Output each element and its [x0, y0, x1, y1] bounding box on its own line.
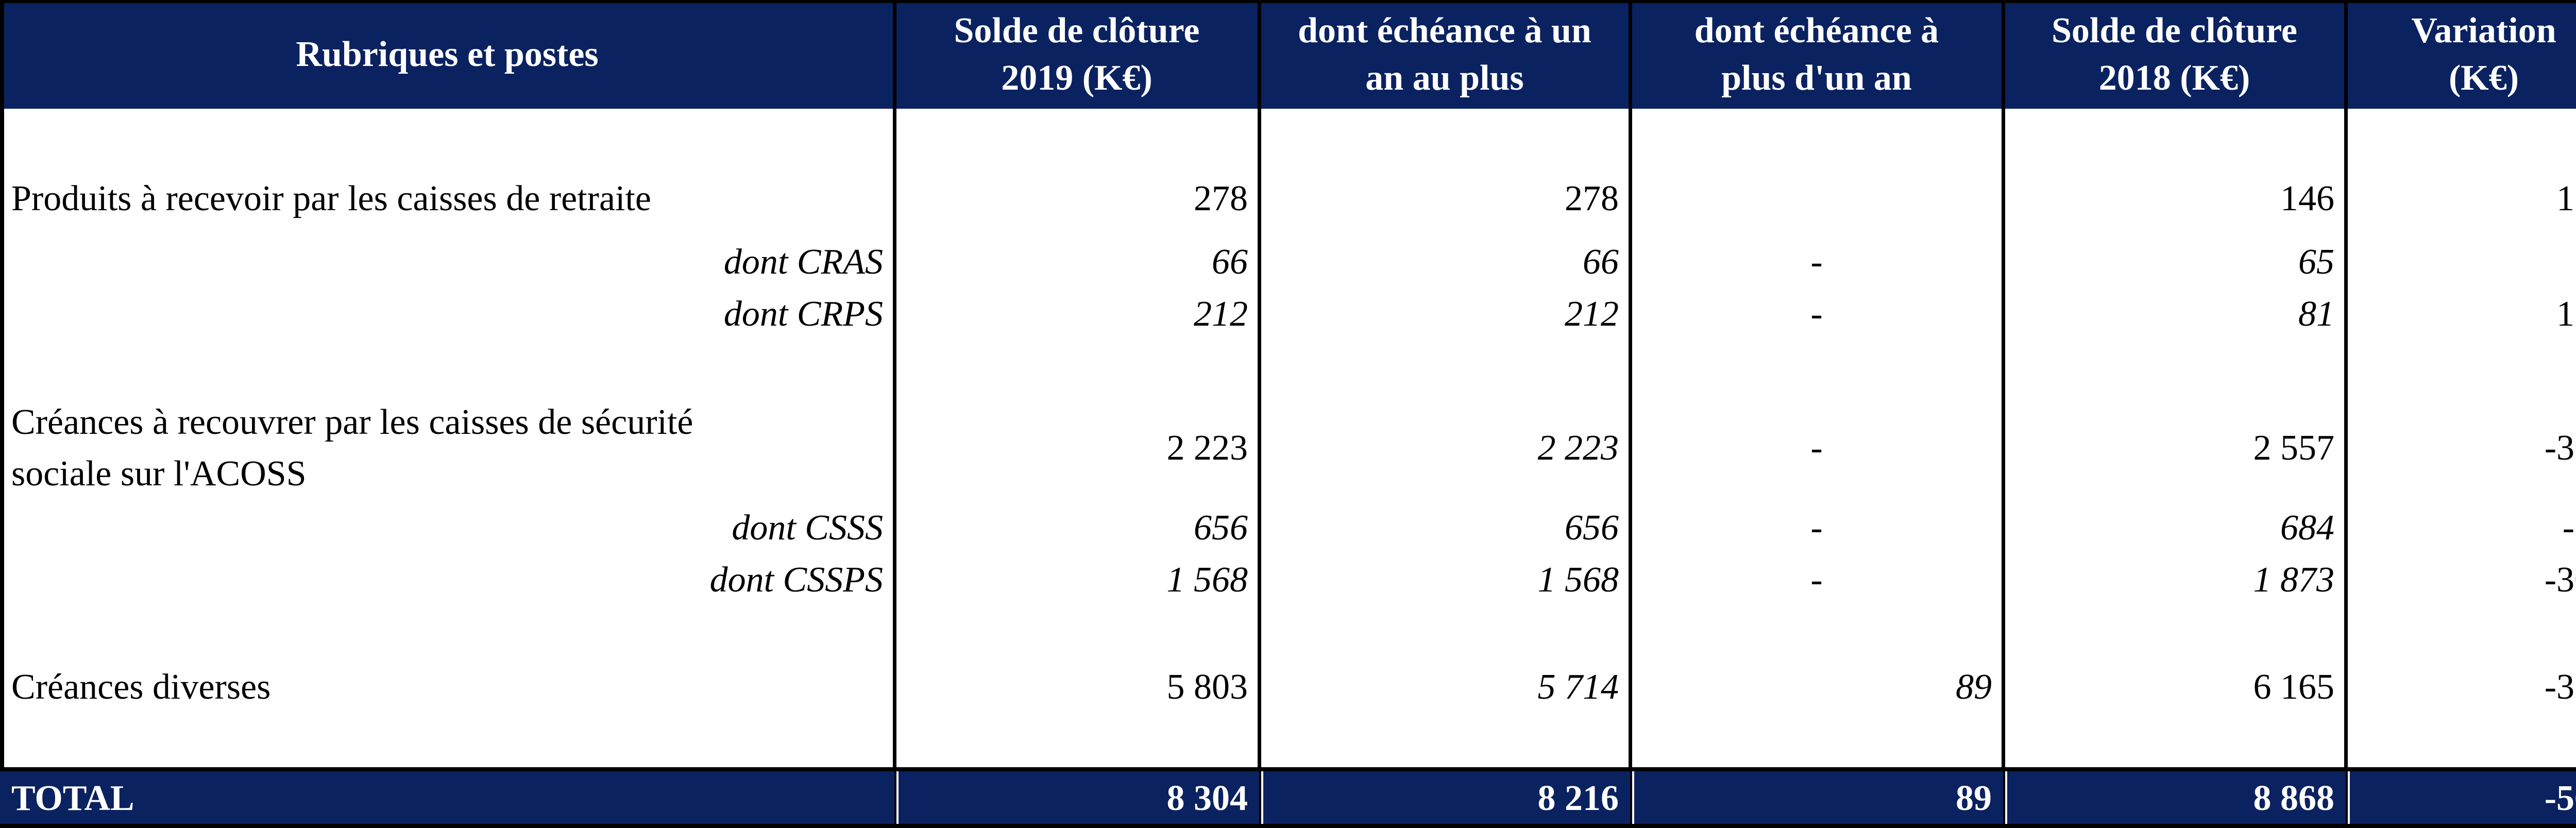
value-cell: 2 223 [1537, 428, 1619, 468]
value-cell: 66 [1212, 242, 1248, 282]
value-cell: 6 165 [2253, 667, 2335, 707]
total-value: 89 [1634, 769, 2003, 824]
value-cell: - [1810, 242, 1823, 282]
total-value: 8 304 [899, 769, 1259, 824]
header-cell: Solde de clôture 2019 (K€) [894, 0, 1259, 109]
total-value: -564 [2350, 769, 2576, 824]
bottom-border [0, 824, 2576, 828]
row-label: dont CRPS [723, 294, 883, 334]
column-border [893, 0, 896, 828]
row-label: Créances à recouvrer par les caisses de … [11, 402, 693, 494]
value-cell: 656 [1565, 508, 1619, 548]
row-label: dont CRAS [723, 242, 883, 282]
header-cell: dont échéance à un an au plus [1259, 0, 1630, 109]
value-cell: 212 [1565, 294, 1619, 334]
value-cell: 278 [1194, 179, 1248, 218]
value-cell: -29 [2562, 508, 2576, 548]
column-border [0, 0, 4, 828]
value-cell: - [1810, 428, 1823, 468]
value-cell: -305 [2544, 560, 2576, 600]
header-cell: Variation (K€) [2346, 0, 2576, 109]
value-cell: 89 [1956, 667, 1992, 707]
header-cell: Rubriques et postes [0, 0, 894, 109]
value-cell: - [1810, 294, 1823, 334]
column-border [1258, 0, 1261, 828]
header-cell: Solde de clôture 2018 (K€) [2003, 0, 2346, 109]
value-cell: 2 557 [2253, 428, 2335, 468]
value-cell: 65 [2298, 242, 2334, 282]
row-label: dont CSSPS [709, 560, 883, 600]
total-value: 8 868 [2007, 769, 2346, 824]
value-cell: 5 714 [1537, 667, 1619, 707]
value-cell: 2 223 [1166, 428, 1248, 468]
total-value: 8 216 [1263, 769, 1630, 824]
value-cell: 212 [1194, 294, 1248, 334]
row-label: dont CSSS [732, 508, 883, 548]
value-cell: - [1810, 560, 1823, 600]
row-label: Créances diverses [11, 667, 271, 707]
value-cell: 1 873 [2253, 560, 2335, 600]
column-border [1629, 0, 1632, 828]
value-cell: 146 [2280, 179, 2334, 218]
value-cell: 1 [2346, 236, 2576, 288]
value-cell: 1 568 [1537, 560, 1619, 600]
top-border [0, 0, 2576, 3]
value-cell: -362 [2544, 667, 2576, 707]
column-border [2344, 0, 2348, 828]
value-cell: 5 803 [1166, 667, 1248, 707]
total-top-border [0, 767, 2576, 771]
value-cell: - [1810, 508, 1823, 548]
value-cell: 66 [1583, 242, 1619, 282]
value-cell: -334 [2544, 428, 2576, 468]
value-cell: 656 [1194, 508, 1248, 548]
value-cell: 132 [2556, 179, 2576, 218]
total-label: TOTAL [0, 769, 894, 824]
value-cell: 81 [2298, 294, 2334, 334]
value-cell: 684 [2280, 508, 2334, 548]
header-cell: dont échéance à plus d'un an [1630, 0, 2003, 109]
value-cell: 278 [1565, 179, 1619, 218]
row-label: Produits à recevoir par les caisses de r… [11, 179, 651, 218]
value-cell: 1 568 [1166, 560, 1248, 600]
value-cell: 131 [2556, 294, 2576, 334]
column-border [2002, 0, 2005, 828]
